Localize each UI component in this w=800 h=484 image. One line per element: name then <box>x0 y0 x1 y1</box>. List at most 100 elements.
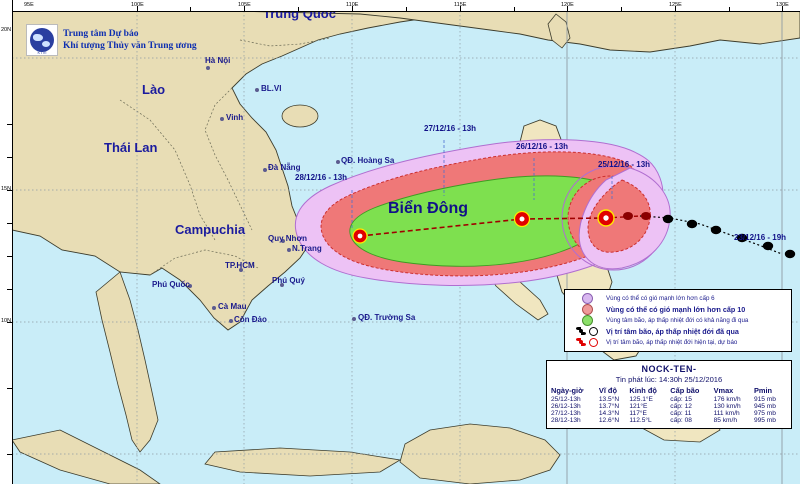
agency-badge: KTVI <box>26 24 58 56</box>
col-datetime: Ngày-giờ <box>551 386 584 395</box>
red-storm-icon <box>568 337 606 347</box>
cell-vmax: 130 km/h <box>713 403 741 410</box>
storm-name: NOCK-TEN- <box>641 364 697 374</box>
lon-tick-label: 130E <box>776 2 789 8</box>
cell-intensity: cấp: 15 <box>670 396 692 403</box>
city-dot <box>239 268 243 272</box>
pink-circle-icon <box>568 303 606 315</box>
axis-tick <box>7 223 12 224</box>
table-row: 28/12-13h 12.6°N 112.5°L cấp: 08 85 km/h… <box>551 417 787 424</box>
col-vmax: Vmax <box>713 386 734 395</box>
cell-datetime: 27/12-13h <box>551 410 581 417</box>
axis-tick <box>406 7 407 11</box>
cell-datetime: 25/12-13h <box>551 396 581 403</box>
cell-datetime: 26/12-13h <box>551 403 581 410</box>
latitude-axis <box>0 0 13 484</box>
legend-item-label: Vị trí tâm bão, áp thấp nhiệt đới đã qua <box>606 326 739 336</box>
city-dot <box>281 239 285 243</box>
city-label-vinh: Vinh <box>226 113 244 122</box>
legend-item-label: Vị trí tâm bão, áp thấp nhiệt đới hiện t… <box>606 338 738 346</box>
cell-latitude: 13.7°N <box>598 403 620 410</box>
city-dot <box>336 160 340 164</box>
track-label-28: 28/12/16 - 13h <box>295 173 348 182</box>
cell-datetime: 28/12-13h <box>551 417 581 424</box>
cell-intensity: cấp: 12 <box>670 403 692 410</box>
green-circle-icon <box>568 314 606 326</box>
cell-pmin: 945 mb <box>753 403 776 410</box>
purple-circle-icon <box>568 292 606 304</box>
table-header-row: Ngày-giờ Vĩ độ Kinh độ Cấp bão Vmax Pmin <box>551 386 787 396</box>
cell-pmin: 995 mb <box>753 417 776 424</box>
cell-intensity: cấp: 11 <box>670 410 692 417</box>
axis-tick <box>7 454 12 455</box>
legend-item-label: Vùng có thể có gió mạnh lớn hơn cấp 6 <box>606 294 715 302</box>
cell-longitude: 117°E <box>629 410 647 417</box>
country-label-thailand: Thái Lan <box>104 140 158 155</box>
axis-tick <box>244 6 245 11</box>
axis-tick <box>190 7 191 11</box>
legend-item: Vùng tâm bão, áp thấp nhiệt đới có khả n… <box>568 314 789 326</box>
lon-tick-label: 115E <box>454 2 467 8</box>
city-dot <box>212 306 216 310</box>
cell-vmax: 111 km/h <box>713 410 740 417</box>
agency-logo: KTVI Trung tâm Dự báo Khí tượng Thủy văn… <box>26 24 197 56</box>
axis-tick <box>7 322 12 323</box>
col-intensity: Cấp bão <box>670 386 700 395</box>
city-label-truong-sa: QĐ. Trường Sa <box>358 313 416 322</box>
cell-vmax: 85 km/h <box>713 417 738 424</box>
city-dot <box>287 248 291 252</box>
lon-tick-label: 125E <box>669 2 682 8</box>
country-label-laos: Lào <box>142 82 166 97</box>
track-label-25: 25/12/16 - 13h <box>598 160 651 169</box>
agency-name: Trung tâm Dự báo Khí tượng Thủy văn Trun… <box>63 28 197 52</box>
axis-tick <box>567 6 568 11</box>
lon-tick-label: 95E <box>24 2 34 8</box>
agency-abbr: KTVI <box>37 50 47 55</box>
city-dot <box>206 66 210 70</box>
city-label-bach-long-vi: BL.VI <box>261 84 282 93</box>
axis-tick <box>7 124 12 125</box>
city-label-da-nang: Đà Nẵng <box>268 163 301 172</box>
city-dot <box>255 88 259 92</box>
axis-tick <box>782 6 783 11</box>
city-label-hoang-sa: QĐ. Hoàng Sa <box>341 156 395 165</box>
legend-item-label: Vùng có thể có gió mạnh lớn hơn cấp 10 <box>606 304 746 314</box>
lat-tick-label: 20N <box>1 27 12 33</box>
city-dot <box>188 284 192 288</box>
track-label-27: 27/12/16 - 13h <box>424 124 477 133</box>
city-label-tphcm: TP.HCM <box>225 261 255 270</box>
agency-name-line1: Trung tâm Dự báo <box>63 29 139 39</box>
cell-pmin: 915 mb <box>753 396 776 403</box>
city-dot <box>220 117 224 121</box>
col-pmin: Pmin <box>753 386 773 395</box>
city-label-phu-quy: Phú Quý <box>272 276 305 285</box>
axis-tick <box>729 7 730 11</box>
lat-tick-label: 10N <box>1 318 12 324</box>
city-label-con-dao: Côn Đảo <box>234 315 267 324</box>
issue-time: Tin phát lúc: 14:30h 25/12/2016 <box>615 375 723 384</box>
city-label-nha-trang: N.Trang <box>292 244 322 253</box>
table-row: 26/12-13h 13.7°N 121°E cấp: 12 130 km/h … <box>551 403 787 410</box>
city-dot <box>229 319 233 323</box>
storm-info-panel: NOCK-TEN- Tin phát lúc: 14:30h 25/12/201… <box>546 360 792 429</box>
track-label-26: 26/12/16 - 13h <box>516 142 569 151</box>
cell-longitude: 125.1°E <box>629 396 653 403</box>
axis-tick <box>675 6 676 11</box>
axis-tick <box>298 7 299 11</box>
lon-tick-label: 120E <box>561 2 574 8</box>
axis-tick <box>514 7 515 11</box>
lon-tick-label: 110E <box>346 2 359 8</box>
cell-longitude: 121°E <box>629 403 648 410</box>
lat-tick-label: 15N <box>1 186 12 192</box>
lon-tick-label: 100E <box>131 2 144 8</box>
cell-latitude: 12.6°N <box>598 417 620 424</box>
axis-tick <box>7 157 12 158</box>
city-label-quy-nhon: Quy Nhơn <box>268 234 308 243</box>
axis-tick <box>7 388 12 389</box>
country-label-cambodia: Campuchia <box>175 222 246 237</box>
cell-vmax: 176 km/h <box>713 396 741 403</box>
track-label-23: 23/12/16 - 19h <box>734 233 787 242</box>
cell-longitude: 112.5°L <box>629 417 652 424</box>
axis-tick <box>621 7 622 11</box>
axis-tick <box>352 6 353 11</box>
